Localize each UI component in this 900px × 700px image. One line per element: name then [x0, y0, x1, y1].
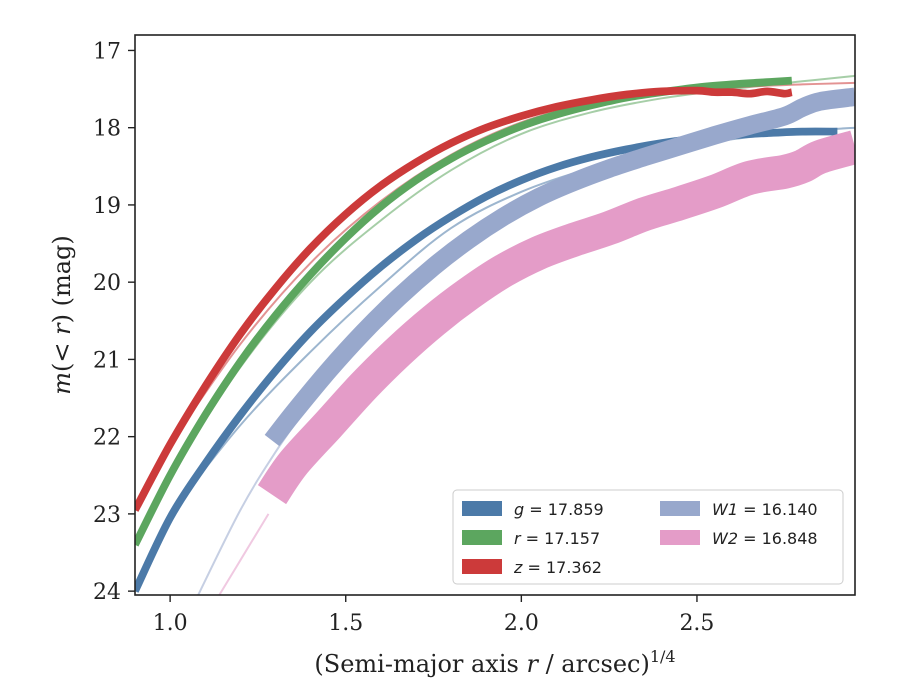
legend-item-W1: W1 = 16.140 [660, 500, 818, 519]
series-W2-profile [257, 130, 855, 505]
y-tick-label: 19 [93, 194, 121, 219]
legend-swatch [660, 530, 700, 545]
legend-swatch [462, 501, 502, 516]
legend-swatch [660, 501, 700, 516]
legend-label: W1 = 16.140 [712, 500, 818, 519]
legend-label: r = 17.157 [514, 529, 600, 548]
legend-swatch [462, 559, 502, 574]
x-tick-label: 2.5 [679, 611, 714, 636]
plot-lines [135, 74, 855, 595]
legend-swatch [462, 530, 502, 545]
series-W2-model [218, 513, 270, 595]
y-tick-label: 24 [93, 580, 121, 605]
legend-label: g = 17.859 [514, 500, 604, 519]
legend-item-z: z = 17.362 [462, 558, 602, 577]
legend: g = 17.859 r = 17.157 z = 17.362 W1 = 16.14… [452, 489, 844, 585]
series-W1-profile [264, 87, 855, 447]
x-tick-label: 1.5 [328, 611, 363, 636]
legend-box [452, 489, 844, 585]
y-axis: 17 18 19 20 21 22 23 24 [93, 39, 135, 605]
legend-label: W2 = 16.848 [712, 529, 818, 548]
legend-item-g: g = 17.859 [462, 500, 604, 519]
plot-frame [134, 34, 856, 596]
legend-item-r: r = 17.157 [462, 529, 600, 548]
y-axis-label: m(< r) (mag) [48, 235, 76, 395]
y-tick-label: 21 [93, 348, 121, 373]
series-z-profile [135, 86, 793, 512]
y-tick-label: 18 [93, 117, 121, 142]
x-tick-label: 2.0 [504, 611, 539, 636]
y-tick-label: 20 [93, 271, 121, 296]
x-tick-label: 1.0 [153, 611, 188, 636]
x-axis: 1.0 1.5 2.0 2.5 [153, 595, 714, 636]
y-tick-label: 23 [93, 503, 121, 528]
y-tick-label: 17 [93, 39, 121, 64]
x-axis-label: (Semi-major axis r / arcsec)1/4 [314, 647, 675, 678]
legend-label: z = 17.362 [513, 558, 602, 577]
y-tick-label: 22 [93, 426, 121, 451]
legend-item-W2: W2 = 16.848 [660, 529, 818, 548]
